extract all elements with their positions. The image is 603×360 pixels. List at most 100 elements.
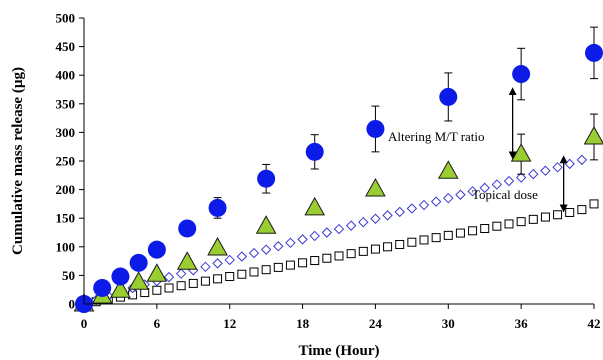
- data-point-circle: [585, 43, 603, 62]
- data-point-square: [358, 246, 368, 256]
- data-point-diamond: [528, 168, 539, 180]
- data-point-square: [589, 199, 599, 209]
- x-tick-label: 36: [515, 316, 529, 331]
- data-series: [73, 26, 603, 313]
- data-point-triangle: [176, 251, 198, 270]
- x-tick-label: 18: [296, 316, 310, 331]
- y-tick-label: 0: [69, 297, 76, 312]
- series-diamond: [78, 132, 600, 310]
- data-point-diamond: [552, 162, 563, 173]
- y-tick-label: 400: [56, 68, 76, 83]
- data-point-circle: [208, 198, 227, 217]
- data-point-square: [285, 260, 295, 270]
- data-point-circle: [439, 87, 458, 106]
- data-point-square: [225, 272, 235, 282]
- x-tick-label: 42: [588, 316, 601, 331]
- data-point-square: [370, 244, 380, 254]
- data-point-circle: [512, 65, 531, 84]
- data-point-diamond: [260, 244, 272, 255]
- data-point-diamond: [503, 175, 515, 187]
- y-tick-label: 300: [56, 125, 76, 140]
- data-point-diamond: [443, 192, 454, 204]
- series-triangle: [73, 113, 603, 312]
- data-point-diamond: [285, 237, 296, 249]
- data-point-circle: [305, 142, 324, 161]
- data-point-diamond: [309, 230, 320, 242]
- data-point-diamond: [200, 261, 211, 273]
- y-tick-label: 150: [56, 211, 76, 226]
- y-tick-label: 50: [62, 268, 75, 283]
- data-point-triangle: [207, 236, 228, 256]
- annotation-label: Topical dose: [472, 187, 538, 202]
- data-point-triangle: [437, 160, 459, 179]
- x-axis-ticks: 0 6 12 18 24 30 36 42: [81, 304, 601, 331]
- data-point-circle: [93, 278, 112, 297]
- data-point-diamond: [273, 241, 284, 252]
- data-point-circle: [178, 219, 197, 238]
- annotation-label: Altering M/T ratio: [388, 129, 485, 144]
- data-point-square: [577, 205, 587, 215]
- y-tick-label: 450: [56, 39, 76, 54]
- data-point-square: [200, 276, 210, 286]
- y-tick-label: 100: [56, 239, 76, 254]
- data-point-diamond: [564, 158, 575, 170]
- x-tick-label: 30: [442, 316, 455, 331]
- data-point-square: [213, 274, 223, 284]
- y-tick-label: 350: [56, 96, 76, 111]
- data-point-square: [334, 251, 344, 261]
- data-point-square: [492, 221, 502, 231]
- data-point-diamond: [430, 196, 442, 207]
- data-point-diamond: [321, 227, 333, 238]
- data-point-diamond: [406, 203, 418, 214]
- x-tick-label: 6: [154, 316, 161, 331]
- data-point-diamond: [212, 258, 223, 269]
- data-point-triangle: [146, 263, 168, 282]
- data-point-diamond: [248, 247, 260, 259]
- data-point-square: [407, 237, 417, 247]
- data-point-diamond: [175, 268, 187, 279]
- data-point-square: [310, 256, 320, 266]
- data-point-square: [540, 212, 550, 222]
- data-point-square: [455, 228, 465, 238]
- annotations: Altering M/T ratio Topical dose: [388, 87, 568, 213]
- data-point-diamond: [163, 271, 175, 283]
- data-point-square: [431, 233, 441, 243]
- data-point-square: [480, 223, 490, 233]
- data-point-triangle: [365, 178, 386, 197]
- data-point-square: [419, 235, 429, 245]
- data-point-square: [346, 249, 356, 259]
- data-point-diamond: [333, 223, 345, 235]
- data-point-diamond: [455, 189, 466, 200]
- data-point-diamond: [370, 213, 381, 224]
- y-axis-title: Cumulative mass release (µg): [10, 67, 26, 255]
- data-point-diamond: [467, 186, 478, 197]
- x-tick-label: 24: [369, 316, 383, 331]
- data-point-circle: [366, 119, 385, 138]
- data-point-square: [249, 267, 259, 277]
- data-point-triangle: [583, 125, 603, 145]
- data-point-diamond: [382, 210, 393, 221]
- data-point-circle: [111, 267, 130, 286]
- data-point-circle: [129, 253, 148, 272]
- data-point-square: [188, 278, 198, 288]
- y-tick-label: 200: [56, 182, 76, 197]
- data-point-square: [516, 217, 526, 227]
- data-point-circle: [257, 169, 276, 188]
- x-tick-label: 0: [81, 316, 88, 331]
- data-point-triangle: [304, 196, 326, 216]
- data-point-square: [176, 281, 186, 291]
- data-point-square: [565, 207, 575, 217]
- data-point-square: [553, 210, 563, 220]
- data-point-square: [152, 285, 162, 295]
- data-point-diamond: [297, 234, 308, 245]
- data-point-square: [383, 242, 393, 252]
- data-point-square: [528, 214, 538, 224]
- data-point-square: [322, 253, 332, 263]
- data-point-square: [504, 219, 514, 229]
- data-point-square: [298, 258, 308, 268]
- data-point-diamond: [576, 154, 588, 166]
- y-tick-label: 250: [56, 154, 76, 169]
- data-point-square: [468, 226, 478, 236]
- data-point-diamond: [358, 216, 369, 228]
